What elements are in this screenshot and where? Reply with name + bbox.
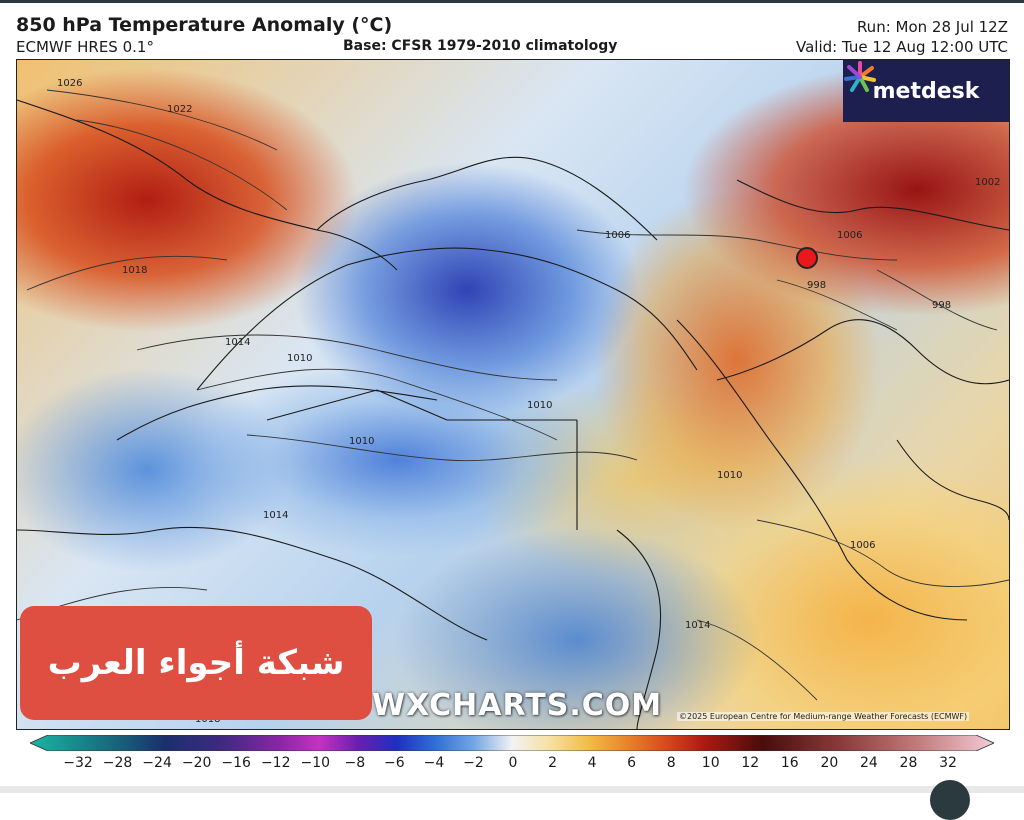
- colorbar-tick-label: 10: [701, 755, 720, 771]
- map-overlay: [17, 89, 1009, 729]
- colorbar-tick-label: 8: [666, 755, 676, 771]
- colorbar-tick-label: −24: [142, 755, 172, 771]
- colorbar-tick-label: 16: [780, 755, 799, 771]
- colorbar-tick-label: 6: [627, 755, 637, 771]
- isobar-label: 1006: [837, 230, 863, 241]
- colorbar-tick-label: −32: [63, 755, 93, 771]
- badge-text: شبكة أجواء العرب: [47, 643, 345, 683]
- run-label: Run: Mon 28 Jul 12Z: [856, 18, 1008, 36]
- chart-title: 850 hPa Temperature Anomaly (°C): [16, 14, 393, 36]
- colorbar-tick-label: −16: [221, 755, 251, 771]
- isobar-label: 1006: [850, 540, 876, 551]
- top-bar: [0, 0, 1024, 3]
- isobar-label: 1010: [527, 400, 553, 411]
- isobar-label: 1014: [225, 337, 251, 348]
- isobar-label: 998: [807, 280, 827, 291]
- location-marker: [796, 247, 818, 269]
- colorbar-tick-label: 28: [899, 755, 918, 771]
- colorbar-tick-label: −6: [384, 755, 405, 771]
- colorbar-tick-label: −12: [260, 755, 291, 771]
- bottom-strip: [0, 786, 1024, 793]
- isobar-label: 1018: [122, 265, 148, 276]
- colorbar-tick-label: 2: [548, 755, 557, 771]
- colorbar-tick-label: −8: [344, 755, 366, 771]
- isobar-label: 1002: [975, 177, 1001, 188]
- colorbar-tick-label: 24: [859, 755, 878, 771]
- metdesk-logo: metdesk: [843, 60, 1009, 122]
- colorbar-tick-label: −28: [102, 755, 133, 771]
- isobar-label: 1026: [57, 78, 83, 89]
- isobar-label: 1014: [263, 510, 289, 521]
- colorbar-tick-label: 0: [508, 755, 518, 771]
- colorbar-tick-label: −2: [463, 755, 484, 771]
- colorbar-tick-label: −4: [423, 755, 445, 771]
- colorbar-ticks: −32 −28 −24 −20 −16 −12 −10 −8 −6 −4 −2 0 2 4 6 8 10 12 16…: [0, 755, 1024, 775]
- colorbar-tick-label: −10: [300, 755, 331, 771]
- isobar-lines: [17, 89, 1009, 701]
- colorbar-tick-label: 20: [820, 755, 839, 771]
- watermark: WXCHARTS.COM: [372, 688, 663, 723]
- colorbar-tick-label: 12: [741, 755, 760, 771]
- colorbar-tick-label: 4: [587, 755, 597, 771]
- model-label: ECMWF HRES 0.1°: [16, 38, 154, 56]
- arabic-badge: شبكة أجواء العرب: [20, 606, 372, 720]
- colorbar-tick-label: 32: [939, 755, 957, 771]
- isobar-label: 1022: [167, 104, 193, 115]
- valid-label: Valid: Tue 12 Aug 12:00 UTC: [796, 38, 1008, 56]
- isobar-label: 1010: [349, 436, 375, 447]
- isobar-label: 1014: [685, 620, 711, 631]
- isobar-label: 998: [932, 300, 952, 311]
- corner-circle: [930, 780, 970, 820]
- logo-text: metdesk: [872, 78, 980, 104]
- credit-text: ©2025 European Centre for Medium-range W…: [677, 712, 970, 721]
- colorbar: [30, 735, 994, 751]
- isobar-label: 1006: [605, 230, 631, 241]
- isobar-label: 1010: [287, 353, 313, 364]
- isobar-label: 1010: [717, 470, 743, 481]
- colorbar-tick-label: −20: [181, 755, 212, 771]
- base-label: Base: CFSR 1979-2010 climatology: [343, 38, 618, 54]
- metdesk-burst-icon: [844, 61, 876, 92]
